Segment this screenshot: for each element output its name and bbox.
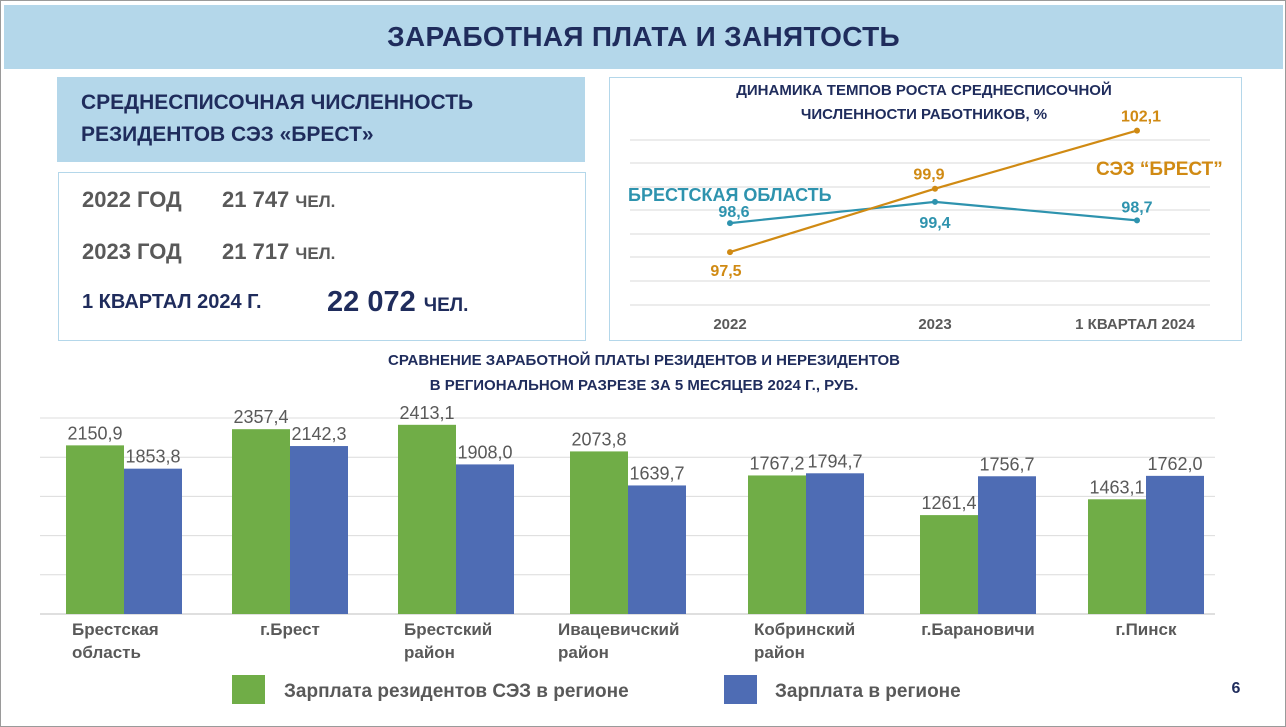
headcount-unit: ЧЕЛ.: [295, 192, 336, 211]
headcount-period: 2023 ГОД: [82, 239, 182, 264]
headcount-value: 21 747: [222, 187, 290, 212]
headcount-unit: ЧЕЛ.: [423, 295, 469, 316]
headcount-heading-box: СРЕДНЕСПИСОЧНАЯ ЧИСЛЕННОСТЬ РЕЗИДЕНТОВ С…: [57, 77, 585, 162]
line-chart-box: [609, 77, 1242, 341]
title-bar: ЗАРАБОТНАЯ ПЛАТА И ЗАНЯТОСТЬ: [4, 5, 1283, 69]
headcount-heading-line1: СРЕДНЕСПИСОЧНАЯ ЧИСЛЕННОСТЬ: [81, 91, 474, 114]
page-title: ЗАРАБОТНАЯ ПЛАТА И ЗАНЯТОСТЬ: [387, 21, 900, 52]
headcount-value: 22 072: [327, 286, 416, 318]
headcount-heading-line2: РЕЗИДЕНТОВ СЭЗ «БРЕСТ»: [81, 123, 374, 146]
headcount-unit: ЧЕЛ.: [295, 244, 336, 263]
headcount-period: 1 КВАРТАЛ 2024 Г.: [82, 291, 262, 313]
headcount-values-box: 2022 ГОД 21 747 ЧЕЛ. 2023 ГОД 21 717 ЧЕЛ…: [58, 172, 586, 341]
headcount-period: 2022 ГОД: [82, 187, 182, 212]
headcount-value: 21 717: [222, 239, 290, 264]
